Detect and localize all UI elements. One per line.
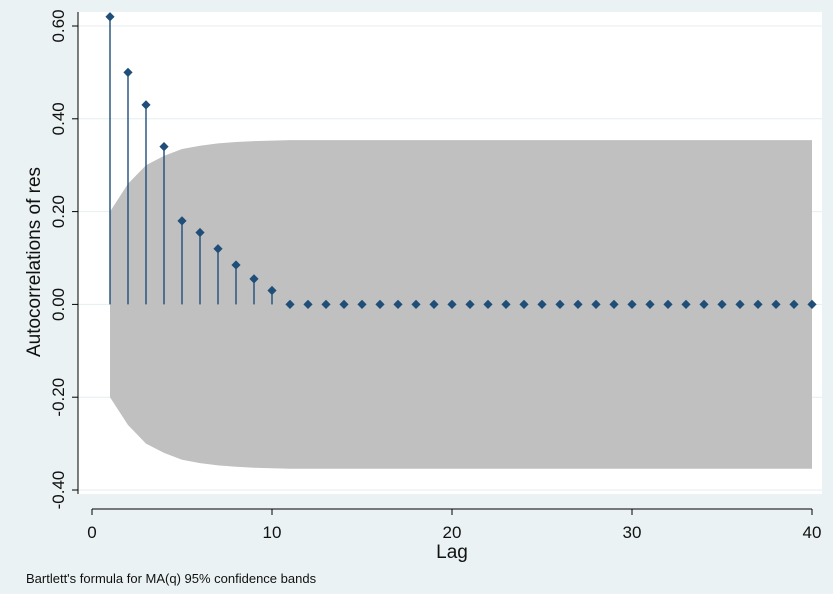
x-tick-labels: 0 10 20 30 40 [87,523,821,542]
acf-point [627,299,637,309]
y-tick-label: -0.40 [49,471,68,510]
acf-point [609,299,619,309]
y-tick-label: 0.00 [49,288,68,321]
acf-point [591,299,601,309]
confidence-band [110,140,812,469]
acf-point [303,299,313,309]
acf-point [717,299,727,309]
acf-point [411,299,421,309]
acf-point [393,299,403,309]
x-tick-label: 20 [443,523,462,542]
acf-point [177,216,187,226]
acf-point [249,274,259,284]
x-tick-label: 30 [623,523,642,542]
x-axis-title: Lag [436,542,468,563]
stems [109,16,273,305]
acf-point [195,227,205,238]
acf-point [573,299,583,309]
acf-point [375,299,385,309]
chart-note: Bartlett's formula for MA(q) 95% confide… [26,571,317,586]
acf-point [537,299,547,309]
y-tick-label: -0.20 [49,378,68,417]
acf-point [555,299,565,309]
markers [105,12,817,309]
acf-point [771,299,781,309]
acf-point [645,299,655,309]
acf-point [681,299,691,309]
acf-point [321,299,331,309]
acf-point [357,299,367,309]
y-tick-label: 0.20 [49,195,68,228]
acf-point [699,299,709,309]
axes [72,12,813,515]
y-tick-label: 0.60 [49,9,68,42]
x-tick-label: 40 [803,523,822,542]
acf-point [141,100,151,110]
y-tick-label: 0.40 [49,102,68,135]
acf-point [447,299,457,309]
acf-point [483,299,493,309]
acf-point [519,299,529,309]
acf-point [267,285,277,296]
acf-point [123,67,133,77]
acf-point [807,299,817,309]
acf-point [285,299,295,309]
acf-point [213,244,223,254]
x-tick-label: 0 [87,523,96,542]
x-tick-label: 10 [263,523,282,542]
acf-point [753,299,763,309]
acf-point [231,260,241,270]
acf-point [501,299,511,309]
acf-point [339,299,349,309]
acf-point [105,12,115,22]
acf-point [465,299,475,309]
acf-point [663,299,673,309]
acf-point [735,299,745,309]
acf-point [429,299,439,309]
y-axis-title: Autocorrelations of res [24,167,45,357]
acf-point [159,142,169,152]
y-tick-labels: -0.40 -0.20 0.00 0.20 0.40 0.60 [49,9,68,509]
acf-point [789,299,799,309]
